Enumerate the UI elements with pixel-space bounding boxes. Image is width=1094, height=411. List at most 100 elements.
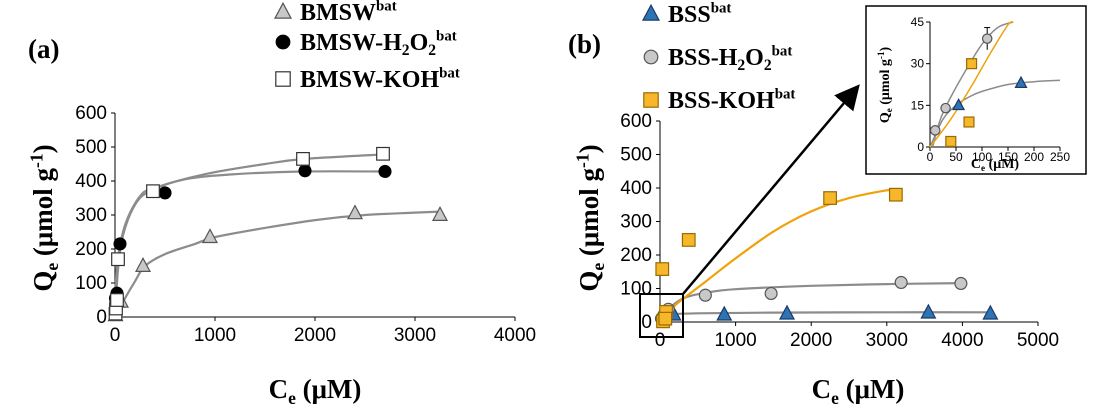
legend-marker: [275, 71, 291, 87]
data-point: [378, 164, 392, 179]
fit-curve: [659, 188, 899, 323]
y-tick-label: 200: [620, 245, 652, 266]
inset-frame: [865, 5, 1087, 175]
data-point: [111, 252, 125, 267]
y-tick-label: 45: [911, 15, 925, 29]
data-point: [658, 311, 673, 326]
x-tick-label: 1000: [194, 325, 236, 346]
x-tick-label: 5000: [1017, 330, 1059, 351]
x-tick-label: 3000: [866, 330, 908, 351]
data-point: [296, 152, 310, 166]
x-tick-label: 0: [927, 150, 934, 164]
y-tick-label: 0: [96, 307, 107, 328]
data-point: [298, 164, 312, 178]
legend-marker: [643, 49, 659, 65]
data-point: [920, 303, 937, 319]
x-tick-label: 150: [998, 150, 1018, 164]
inset-y-axis-title: Qe (μmol g-1): [876, 47, 894, 124]
data-point: [681, 233, 696, 247]
legend-label: BMSWbat: [300, 0, 397, 26]
data-point: [954, 276, 968, 291]
data-point: [110, 293, 124, 307]
y-tick-label: 300: [620, 212, 652, 233]
data-point: [779, 304, 796, 320]
fit-curve: [659, 311, 993, 323]
x-tick-label: 100: [972, 150, 992, 164]
x-tick-label: 0: [110, 325, 121, 346]
x-tick-label: 0: [655, 330, 666, 351]
y-tick-label: 600: [620, 111, 652, 132]
data-point: [201, 228, 219, 244]
data-point: [940, 102, 951, 114]
y-tick-label: 200: [75, 239, 107, 260]
data-point: [716, 305, 733, 321]
x-tick-label: 4000: [941, 330, 983, 351]
panel-b: 0 1000 2000 3000 4000 50000100200300400500600…: [568, 0, 1059, 408]
data-point: [952, 98, 966, 111]
legend-label: BSS-H2O2bat: [668, 43, 792, 73]
x-tick-label: 3000: [394, 325, 436, 346]
fit-curve: [113, 153, 384, 318]
y-tick-label: 0: [641, 312, 652, 333]
panel-label: (a): [28, 34, 59, 64]
legend-marker: [273, 1, 293, 19]
legend-marker: [643, 92, 659, 108]
panel-label: (b): [568, 29, 601, 59]
fit-curve: [114, 210, 441, 318]
legend-marker: [275, 34, 291, 50]
data-point: [888, 187, 903, 202]
data-point: [764, 286, 778, 301]
data-point: [1014, 75, 1028, 88]
y-tick-label: 600: [75, 103, 107, 124]
x-tick-label: 4000: [494, 325, 536, 346]
x-axis-title: Ce (μM): [269, 374, 362, 408]
inset-x-axis-title: Ce (μM): [971, 157, 1019, 173]
x-tick-label: 2000: [294, 325, 336, 346]
inset-chart: 0 50 100 150 200 250 0 15 30 45 Ce (μM) Qe (μmol g-…: [865, 5, 1087, 175]
x-tick-label: 2000: [790, 330, 832, 351]
data-point: [929, 125, 941, 136]
data-point: [698, 288, 712, 302]
data-point: [113, 237, 127, 251]
legend-label: BSS-KOHbat: [668, 86, 795, 114]
y-tick-label: 30: [911, 57, 925, 71]
data-point: [823, 191, 837, 205]
fit-curve: [929, 21, 1014, 148]
y-tick-label: 500: [75, 137, 107, 158]
legend-label: BMSW-H2O2bat: [300, 28, 457, 58]
data-point: [134, 257, 152, 272]
fit-curve: [929, 79, 1061, 148]
data-point: [981, 33, 993, 44]
y-tick-label: 400: [75, 171, 107, 192]
x-tick-label: 1000: [714, 330, 756, 351]
y-tick-label: 100: [620, 279, 652, 300]
data-point: [346, 204, 364, 220]
data-point: [982, 304, 999, 320]
x-tick-label: 250: [1050, 150, 1070, 164]
data-point: [655, 262, 670, 276]
panel-a: 0 1000 2000 3000 4000 0 100 200 300 400 500 600 (a) C…: [27, 0, 537, 408]
legend-label: BSSbat: [668, 0, 731, 28]
y-tick-label: 15: [911, 98, 925, 112]
y-tick-label: 0: [917, 140, 924, 154]
x-tick-label: 50: [949, 150, 963, 164]
x-axis-title: Ce (μM): [812, 374, 905, 408]
zoom-box: [639, 293, 684, 338]
data-point: [966, 58, 978, 70]
zoom-arrow: [682, 84, 860, 295]
data-point: [158, 186, 172, 200]
x-tick-label: 200: [1024, 150, 1044, 164]
data-point: [146, 184, 160, 199]
y-tick-label: 400: [620, 178, 652, 199]
data-point: [894, 275, 908, 290]
y-tick-label: 100: [75, 273, 107, 294]
legend-label: BMSW-KOHbat: [300, 65, 460, 93]
data-point: [431, 206, 449, 221]
y-axis-title: Qe (μmol g-1): [27, 144, 62, 291]
legend-marker: [641, 3, 661, 21]
y-tick-label: 300: [75, 205, 107, 226]
y-axis-title: Qe (μmol g-1): [573, 144, 608, 291]
y-tick-label: 500: [620, 145, 652, 166]
data-point: [376, 146, 390, 161]
